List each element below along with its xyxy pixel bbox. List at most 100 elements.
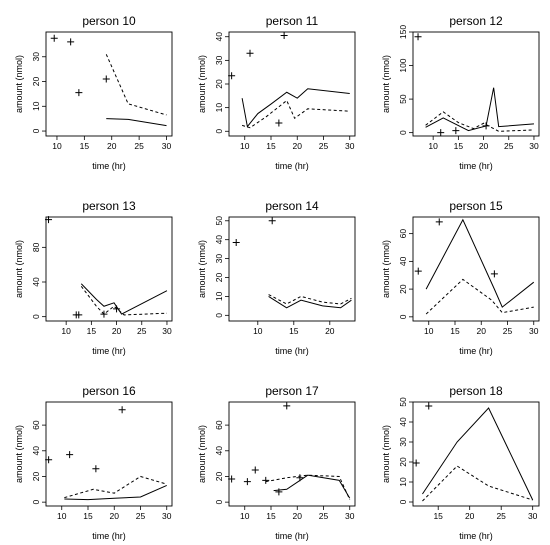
x-tick-label: 30 (529, 326, 539, 336)
x-tick-label: 20 (293, 141, 303, 151)
x-tick-label: 20 (293, 511, 303, 521)
y-tick-label: 40 (31, 277, 41, 287)
y-tick-label: 0 (31, 500, 41, 505)
plot-frame (228, 401, 356, 507)
y-axis-label: amount (nmol) (381, 240, 391, 298)
y-tick-label: 30 (398, 437, 408, 447)
panel-9: person 18 15 20 25 30 0 10 20 30 40 50 time (hr) amo… (381, 384, 540, 541)
data-point-marker (66, 451, 74, 459)
y-tick-label: 0 (398, 499, 408, 504)
plot-frame (45, 216, 173, 322)
y-axis-label: amount (nmol) (381, 55, 391, 113)
x-tick-label: 15 (266, 511, 276, 521)
solid-series-line (241, 88, 350, 128)
data-point-marker (75, 311, 83, 319)
y-tick-label: 0 (31, 128, 41, 133)
solid-series-line (273, 474, 351, 499)
panel-3: person 12 10 15 20 25 30 0 50 100 150 time (hr) amo… (381, 14, 540, 171)
data-point-marker (251, 466, 259, 474)
x-tick-label: 20 (107, 141, 117, 151)
panel-7: person 16 10 15 20 25 30 0 20 40 60 time (hr) amoun… (14, 384, 173, 541)
x-axis-label: time (hr) (459, 346, 493, 356)
y-tick-label: 30 (214, 55, 224, 65)
x-tick-label: 10 (240, 511, 250, 521)
data-point-marker (50, 34, 58, 42)
data-point-marker (67, 38, 75, 46)
y-tick-label: 40 (31, 446, 41, 456)
y-axis-label: amount (nmol) (14, 55, 24, 113)
dashed-series-line (425, 111, 534, 132)
data-point-marker (452, 127, 460, 135)
data-point-marker (412, 459, 420, 467)
solid-series-line (64, 484, 167, 501)
y-tick-label: 20 (31, 471, 41, 481)
data-point-marker (283, 402, 291, 410)
data-point-marker (102, 75, 110, 83)
y-tick-label: 50 (398, 94, 408, 104)
solid-series-line (268, 295, 352, 309)
x-tick-label: 20 (477, 326, 487, 336)
y-tick-label: 30 (31, 52, 41, 62)
x-tick-label: 15 (289, 326, 299, 336)
panel-2: person 11 10 15 20 25 30 0 10 20 30 40 time (hr) amo… (197, 14, 356, 171)
plot-frame (228, 31, 356, 137)
y-tick-label: 60 (31, 420, 41, 430)
x-tick-label: 25 (319, 511, 329, 521)
solid-series-line (106, 118, 167, 127)
x-tick-label: 15 (80, 141, 90, 151)
y-tick-label: 150 (398, 25, 408, 39)
y-axis-label: amount (nmol) (197, 55, 207, 113)
data-point-marker (275, 119, 283, 127)
panel-title: person 13 (82, 199, 136, 213)
data-point-marker (425, 402, 433, 410)
y-tick-label: 0 (214, 129, 224, 134)
x-tick-label: 30 (162, 141, 172, 151)
x-tick-label: 30 (529, 141, 539, 151)
plot-frame (228, 216, 356, 322)
x-tick-label: 30 (162, 326, 172, 336)
y-axis-label: amount (nmol) (381, 425, 391, 483)
y-tick-label: 0 (214, 500, 224, 505)
panel-title: person 15 (449, 199, 503, 213)
plot-frame (412, 216, 540, 322)
y-tick-label: 0 (398, 130, 408, 135)
panel-title: person 18 (449, 384, 503, 398)
x-axis-label: time (hr) (92, 346, 126, 356)
dashed-series-line (105, 54, 167, 116)
panel-6: person 15 10 15 20 25 30 0 20 40 60 time (hr) amoun… (381, 199, 540, 356)
data-point-marker (490, 270, 498, 278)
data-point-marker (435, 218, 443, 226)
x-tick-label: 20 (479, 141, 489, 151)
y-tick-label: 20 (31, 77, 41, 87)
y-tick-label: 0 (31, 314, 41, 319)
panel-8: person 17 10 15 20 25 30 0 20 40 60 time (hr) amoun… (197, 384, 356, 541)
dashed-series-line (80, 286, 167, 316)
y-tick-label: 0 (398, 314, 408, 319)
y-tick-label: 30 (214, 254, 224, 264)
y-tick-label: 10 (398, 477, 408, 487)
data-point-marker (45, 216, 53, 224)
x-tick-label: 10 (61, 326, 71, 336)
y-tick-label: 40 (214, 32, 224, 42)
x-tick-label: 25 (136, 511, 146, 521)
x-tick-label: 30 (162, 511, 172, 521)
y-tick-label: 80 (31, 242, 41, 252)
x-axis-label: time (hr) (92, 161, 126, 171)
y-tick-label: 50 (398, 397, 408, 407)
data-point-marker (243, 478, 251, 486)
data-point-marker (113, 305, 121, 313)
y-tick-label: 40 (398, 256, 408, 266)
data-point-marker (268, 217, 276, 225)
data-point-marker (118, 406, 126, 414)
x-axis-label: time (hr) (92, 531, 126, 541)
data-point-marker (280, 32, 288, 40)
data-point-marker (75, 89, 83, 97)
y-tick-label: 60 (214, 420, 224, 430)
solid-series-line (425, 87, 534, 132)
data-point-marker (100, 310, 108, 318)
x-tick-label: 20 (110, 511, 120, 521)
x-axis-label: time (hr) (459, 161, 493, 171)
x-tick-label: 20 (465, 511, 475, 521)
y-tick-label: 20 (214, 273, 224, 283)
